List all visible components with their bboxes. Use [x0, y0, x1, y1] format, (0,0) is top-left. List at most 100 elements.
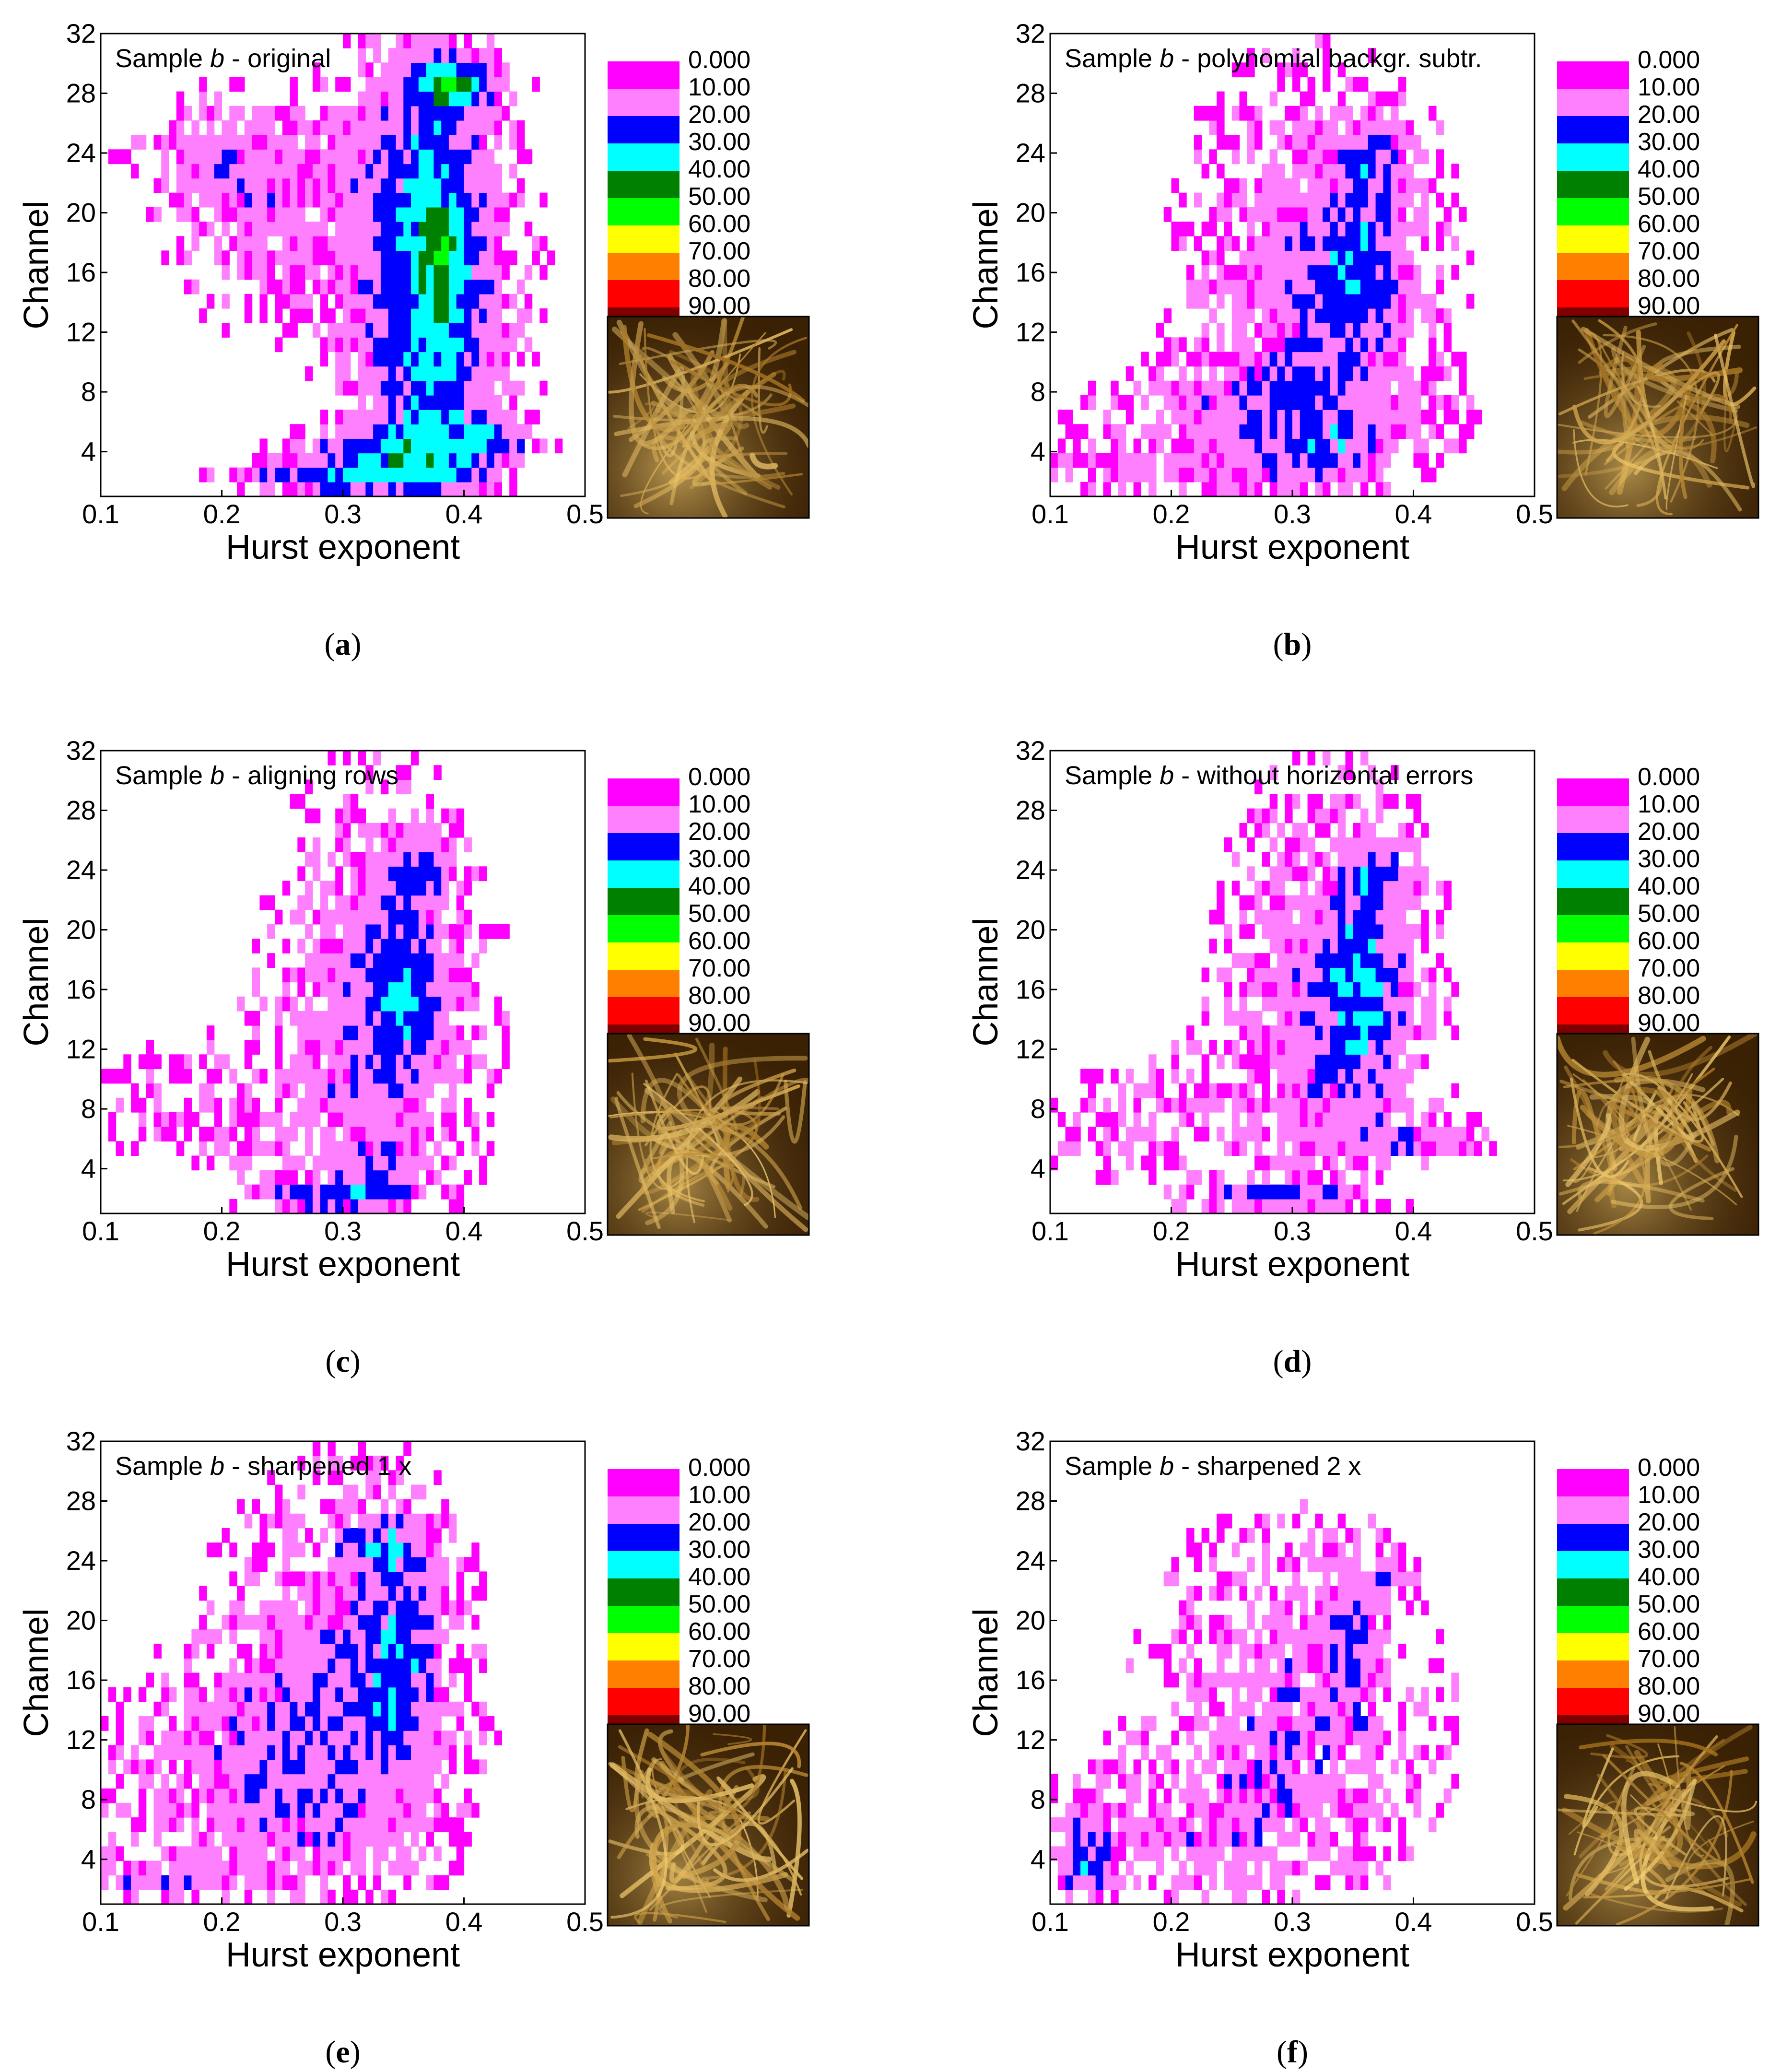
heatmap-cell — [1383, 881, 1391, 896]
heatmap-cell — [471, 106, 480, 121]
heatmap-cell — [1073, 1112, 1081, 1127]
heatmap-cell — [1323, 1127, 1331, 1142]
heatmap-cell — [335, 1097, 343, 1113]
heatmap-cell — [206, 1846, 215, 1861]
heatmap-cell — [312, 837, 321, 852]
heatmap-cell — [1353, 1155, 1361, 1171]
heatmap-cell — [1262, 222, 1270, 236]
heatmap-cell — [1360, 482, 1369, 497]
heatmap-cell — [403, 1687, 411, 1702]
heatmap-cell — [1277, 1889, 1285, 1905]
heatmap-cell — [426, 1571, 434, 1587]
legend-level-label: 60.00 — [688, 927, 750, 955]
heatmap-cell — [328, 1054, 336, 1070]
heatmap-cell — [486, 482, 495, 497]
heatmap-cell — [1285, 352, 1293, 367]
heatmap-cell — [418, 1141, 427, 1156]
heatmap-cell — [267, 178, 275, 193]
heatmap-cell — [290, 1832, 298, 1847]
heatmap-cell — [252, 1745, 260, 1760]
heatmap-cell — [494, 294, 502, 309]
heatmap-cell — [259, 192, 268, 208]
y-tick-label: 12 — [66, 1034, 96, 1064]
heatmap-cell — [343, 1040, 351, 1055]
heatmap-cell — [388, 996, 397, 1012]
heatmap-cell — [328, 250, 336, 266]
heatmap-cell — [1330, 909, 1338, 925]
heatmap-cell — [305, 236, 313, 251]
y-tick-label: 32 — [1016, 735, 1045, 765]
heatmap-cell — [464, 996, 472, 1012]
heatmap-cell — [380, 250, 389, 266]
heatmap-cell — [373, 149, 381, 165]
heatmap-cell — [1209, 1097, 1217, 1113]
heatmap-cell — [1277, 982, 1285, 997]
heatmap-cell — [1353, 967, 1361, 983]
heatmap-cell — [1156, 438, 1164, 454]
heatmap-cell — [1429, 1112, 1437, 1127]
y-tick-label: 8 — [1031, 1094, 1045, 1124]
heatmap-cell — [312, 467, 321, 483]
heatmap-cell — [411, 1184, 419, 1200]
heatmap-cell — [320, 982, 328, 997]
heatmap-cell — [350, 1759, 359, 1775]
heatmap-cell — [1111, 438, 1119, 454]
heatmap-cell — [448, 135, 457, 150]
heatmap-cell — [297, 1184, 305, 1200]
heatmap-cell — [426, 91, 434, 106]
heatmap-cell — [297, 1802, 305, 1818]
heatmap-cell — [1383, 1054, 1391, 1070]
heatmap-cell — [244, 1889, 253, 1905]
heatmap-cell — [343, 808, 351, 824]
heatmap-cell — [441, 996, 449, 1012]
heatmap-cell — [441, 120, 449, 135]
heatmap-cell — [388, 453, 397, 468]
heatmap-cell — [282, 1860, 291, 1876]
heatmap-cell — [1269, 1054, 1278, 1070]
heatmap-cell — [1269, 323, 1278, 338]
heatmap-cell — [335, 953, 343, 968]
heatmap-cell — [388, 1513, 397, 1529]
heatmap-cell — [456, 91, 465, 106]
heatmap-cell — [1254, 1127, 1263, 1142]
heatmap-cell — [1201, 265, 1209, 280]
heatmap-cell — [206, 294, 215, 309]
color-legend: 0.00010.0020.0030.0040.0050.0060.0070.00… — [608, 46, 750, 347]
heatmap-cell — [320, 1745, 328, 1760]
heatmap-cell — [312, 1170, 321, 1185]
legend-level-label: 40.00 — [688, 872, 750, 900]
heatmap-cell — [214, 1141, 223, 1156]
legend-level-label: 30.00 — [688, 128, 750, 156]
heatmap-cell — [1383, 794, 1391, 809]
heatmap-cell — [418, 164, 427, 179]
heatmap-cell — [479, 1586, 487, 1601]
heatmap-cell — [1209, 1083, 1217, 1098]
heatmap-cell — [411, 852, 419, 867]
heatmap-cell — [199, 467, 207, 483]
heatmap-cell — [532, 250, 540, 266]
heatmap-cell — [335, 207, 343, 222]
heatmap-cell — [1111, 1889, 1119, 1905]
heatmap-cell — [312, 1025, 321, 1040]
heatmap-cell — [237, 1499, 245, 1514]
heatmap-cell — [1337, 924, 1346, 939]
heatmap-cell — [320, 1846, 328, 1861]
heatmap-cell — [335, 1170, 343, 1185]
heatmap-cell — [1247, 424, 1255, 439]
heatmap-cell — [1451, 192, 1459, 208]
heatmap-cell — [426, 149, 434, 165]
heatmap-cell — [1262, 1184, 1270, 1200]
heatmap-cell — [434, 953, 442, 968]
heatmap-cell — [1413, 395, 1421, 410]
heatmap-cell — [403, 91, 411, 106]
heatmap-cell — [282, 1745, 291, 1760]
heatmap-cell — [275, 1701, 283, 1717]
heatmap-cell — [403, 1774, 411, 1789]
heatmap-cell — [343, 1687, 351, 1702]
heatmap-cell — [1224, 279, 1232, 294]
heatmap-cell — [1315, 482, 1323, 497]
heatmap-cell — [214, 236, 223, 251]
heatmap-cell — [1398, 308, 1406, 323]
heatmap-cell — [479, 395, 487, 410]
